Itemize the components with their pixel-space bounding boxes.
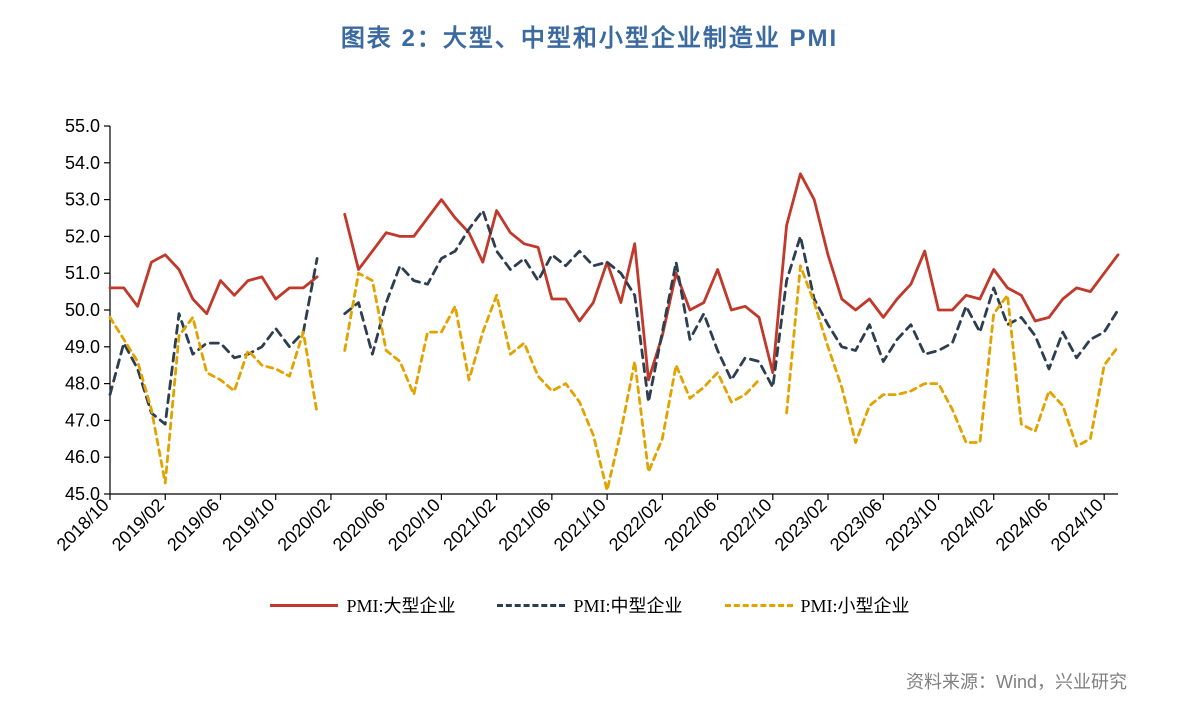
svg-text:2021/10: 2021/10 xyxy=(550,495,610,555)
svg-text:54.0: 54.0 xyxy=(65,153,100,173)
legend-label-small: PMI:小型企业 xyxy=(801,592,910,618)
svg-text:2023/06: 2023/06 xyxy=(826,495,886,555)
svg-text:2024/10: 2024/10 xyxy=(1047,495,1107,555)
legend-item-medium: PMI:中型企业 xyxy=(497,592,682,618)
svg-text:46.0: 46.0 xyxy=(65,447,100,467)
svg-text:48.0: 48.0 xyxy=(65,374,100,394)
svg-text:2020/02: 2020/02 xyxy=(274,495,334,555)
svg-text:2020/10: 2020/10 xyxy=(384,495,444,555)
svg-text:52.0: 52.0 xyxy=(65,226,100,246)
legend-label-large: PMI:大型企业 xyxy=(346,592,455,618)
svg-text:50.0: 50.0 xyxy=(65,300,100,320)
svg-text:2020/06: 2020/06 xyxy=(329,495,389,555)
svg-text:2022/06: 2022/06 xyxy=(660,495,720,555)
chart-container: 45.046.047.048.049.050.051.052.053.054.0… xyxy=(48,108,1132,628)
chart-title: 图表 2：大型、中型和小型企业制造业 PMI xyxy=(0,0,1179,53)
legend-item-small: PMI:小型企业 xyxy=(725,592,910,618)
svg-text:2021/06: 2021/06 xyxy=(495,495,555,555)
legend-swatch-medium xyxy=(497,604,565,607)
svg-text:47.0: 47.0 xyxy=(65,410,100,430)
pmi-line-chart: 45.046.047.048.049.050.051.052.053.054.0… xyxy=(48,108,1132,628)
svg-text:2022/02: 2022/02 xyxy=(605,495,665,555)
svg-text:2022/10: 2022/10 xyxy=(715,495,775,555)
svg-text:2021/02: 2021/02 xyxy=(439,495,499,555)
svg-text:55.0: 55.0 xyxy=(65,116,100,136)
svg-text:2023/10: 2023/10 xyxy=(881,495,941,555)
svg-text:2023/02: 2023/02 xyxy=(771,495,831,555)
source-text: 资料来源：Wind，兴业研究 xyxy=(906,668,1127,694)
legend: PMI:大型企业 PMI:中型企业 PMI:小型企业 xyxy=(48,592,1132,618)
legend-item-large: PMI:大型企业 xyxy=(270,592,455,618)
svg-text:2024/02: 2024/02 xyxy=(936,495,996,555)
legend-label-medium: PMI:中型企业 xyxy=(573,592,682,618)
svg-text:2024/06: 2024/06 xyxy=(992,495,1052,555)
svg-text:2019/02: 2019/02 xyxy=(108,495,168,555)
svg-text:51.0: 51.0 xyxy=(65,263,100,283)
svg-text:53.0: 53.0 xyxy=(65,190,100,210)
legend-swatch-small xyxy=(725,604,793,607)
svg-text:2019/06: 2019/06 xyxy=(163,495,223,555)
svg-text:2019/10: 2019/10 xyxy=(218,495,278,555)
page-root: 图表 2：大型、中型和小型企业制造业 PMI 45.046.047.048.04… xyxy=(0,0,1179,714)
legend-swatch-large xyxy=(270,604,338,607)
svg-text:49.0: 49.0 xyxy=(65,337,100,357)
